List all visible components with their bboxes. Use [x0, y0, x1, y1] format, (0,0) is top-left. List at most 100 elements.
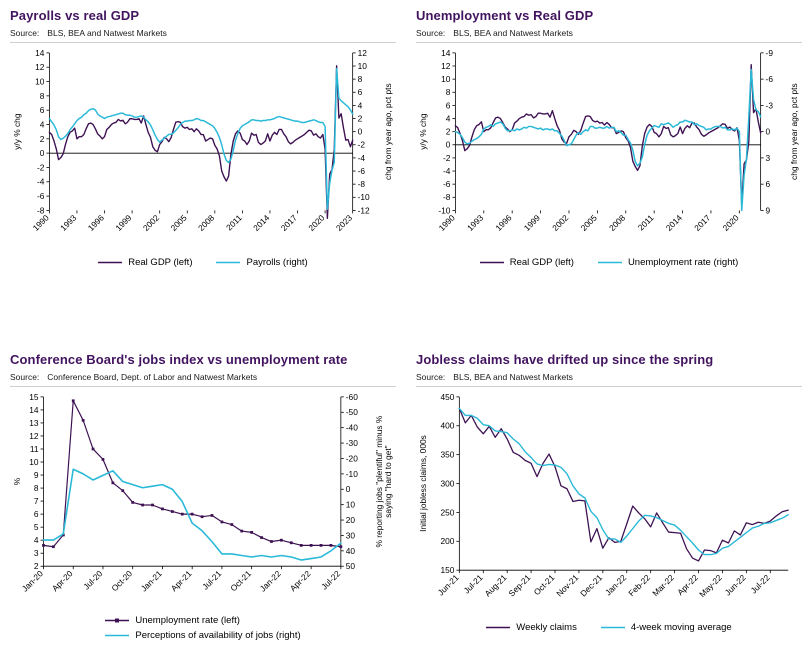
series-marker: [250, 530, 254, 534]
svg-text:2014: 2014: [664, 212, 684, 232]
svg-text:0: 0: [40, 148, 45, 158]
line-chart-unemployment-vs-gdp: 14 12 10 8 6 4 2 0 -2 -4 -6 -8 -10 y/y % chg -9 -6 -3 0 3 6…: [418, 48, 799, 233]
svg-text:-8: -8: [358, 179, 366, 189]
svg-text:Jun-22: Jun-22: [723, 572, 748, 597]
x-axis: Jan-20 Apr-20 Jul-20 Oct-20 Jan-21 Apr-21 Jul-…: [20, 565, 343, 594]
svg-text:Oct-21: Oct-21: [228, 568, 253, 593]
left-axis: 14 12 10 8 6 4 2 0 -2 -4 -6 -8 y/y % chg: [12, 48, 50, 215]
series-marker: [279, 538, 283, 542]
series-marker: [42, 544, 45, 547]
series-marker: [151, 503, 154, 507]
svg-text:-10: -10: [346, 469, 358, 479]
svg-text:4: 4: [446, 113, 451, 123]
svg-text:2020: 2020: [306, 212, 326, 232]
chart-card-jobless-claims: Jobless claims have drifted up since the…: [416, 352, 802, 641]
series-line: [48, 67, 354, 210]
svg-text:0: 0: [766, 127, 771, 137]
series-marker: [141, 503, 144, 507]
series-line: [458, 407, 789, 562]
svg-text:15: 15: [29, 392, 39, 402]
legend-line-sample: [105, 634, 130, 636]
source-label: Source:: [10, 28, 40, 38]
legend-label: Payrolls (right): [246, 256, 308, 268]
series-line: [48, 65, 354, 219]
svg-text:-40: -40: [346, 423, 358, 433]
svg-text:-4: -4: [37, 177, 45, 187]
svg-text:0: 0: [358, 127, 363, 137]
series-marker: [52, 545, 55, 549]
svg-text:10: 10: [29, 457, 39, 467]
legend-line-sample: [216, 261, 241, 264]
svg-text:2011: 2011: [224, 212, 244, 232]
legend-line-sample: [105, 618, 130, 622]
svg-text:Jul-20: Jul-20: [81, 568, 104, 591]
svg-text:8: 8: [446, 87, 451, 97]
svg-text:-6: -6: [37, 191, 45, 201]
svg-text:Dec-21: Dec-21: [578, 572, 604, 598]
svg-text:-4: -4: [443, 166, 451, 176]
svg-text:saying "hard to get": saying "hard to get": [383, 445, 393, 517]
svg-text:-3: -3: [766, 100, 774, 110]
legend-line-sample: [98, 261, 123, 264]
svg-text:4: 4: [40, 119, 45, 129]
svg-text:-60: -60: [346, 392, 358, 402]
source-text: Conference Board, Dept. of Labor and Nat…: [47, 372, 258, 382]
left-axis: 450 400 350 300 250 200 150 Initial jobless cla…: [418, 392, 460, 575]
divider: [10, 386, 396, 387]
svg-text:Initial jobless claims, 000s: Initial jobless claims, 000s: [418, 435, 428, 532]
svg-text:Apr-20: Apr-20: [50, 568, 75, 593]
series-marker: [190, 512, 194, 516]
chart-card-unemployment-vs-gdp: Unemployment vs Real GDP Source: BLS, BEA…: [416, 8, 802, 352]
series-marker: [299, 544, 303, 547]
svg-text:6: 6: [446, 100, 451, 110]
legend-line-sample: [597, 261, 622, 264]
x-axis: 1990 1993 1996 1999 2002 2005 2008 2011 2014 2017…: [31, 152, 354, 233]
svg-text:5: 5: [34, 522, 39, 532]
svg-text:300: 300: [440, 478, 454, 488]
svg-text:1999: 1999: [522, 212, 542, 232]
legend-item: Weekly claims: [486, 622, 577, 633]
legend-label: 4-week moving average: [630, 622, 732, 634]
svg-text:Oct-20: Oct-20: [109, 568, 134, 593]
series-line: [42, 400, 342, 548]
svg-text:Jan-22: Jan-22: [258, 568, 283, 593]
svg-text:Apr-22: Apr-22: [288, 568, 313, 593]
x-axis: 1990 1993 1996 1999 2002 2005 2008 2011 2014 2017…: [437, 144, 761, 233]
svg-text:chg from year ago, pct pts: chg from year ago, pct pts: [383, 83, 393, 180]
svg-text:-20: -20: [346, 453, 358, 463]
svg-text:6: 6: [34, 509, 39, 519]
series-marker: [81, 418, 85, 422]
series-marker: [161, 507, 164, 511]
svg-text:2: 2: [358, 113, 363, 123]
legend-item: 4-week moving average: [600, 622, 732, 634]
svg-text:y/y % chg: y/y % chg: [12, 113, 22, 150]
svg-text:Apr-21: Apr-21: [169, 568, 194, 593]
svg-text:Jul-22: Jul-22: [319, 568, 342, 591]
series-line: [454, 68, 762, 212]
svg-text:200: 200: [440, 536, 454, 546]
series-marker: [329, 544, 333, 547]
chart-title: Jobless claims have drifted up since the…: [416, 352, 714, 367]
svg-text:2014: 2014: [251, 212, 271, 232]
series-marker: [121, 489, 125, 493]
legend-item: Real GDP (left): [98, 257, 192, 268]
svg-text:-2: -2: [358, 140, 366, 150]
divider: [416, 42, 802, 43]
svg-text:0: 0: [446, 140, 451, 150]
svg-text:1990: 1990: [31, 212, 51, 232]
svg-text:-6: -6: [766, 74, 774, 84]
svg-text:1993: 1993: [465, 212, 485, 232]
svg-text:Sep-21: Sep-21: [506, 572, 532, 598]
right-axis: -60 -50 -40 -30 -20 -10 0 10 20 30 40 50 % reporting…: [340, 392, 393, 571]
svg-text:7: 7: [34, 496, 39, 506]
svg-text:-2: -2: [443, 153, 451, 163]
svg-text:150: 150: [440, 565, 454, 575]
svg-text:Jan-22: Jan-22: [603, 572, 628, 597]
svg-text:2: 2: [34, 561, 39, 571]
svg-text:-10: -10: [358, 192, 370, 202]
legend-item: Real GDP (left): [479, 257, 574, 268]
svg-text:-6: -6: [443, 179, 451, 189]
svg-text:14: 14: [35, 48, 45, 58]
